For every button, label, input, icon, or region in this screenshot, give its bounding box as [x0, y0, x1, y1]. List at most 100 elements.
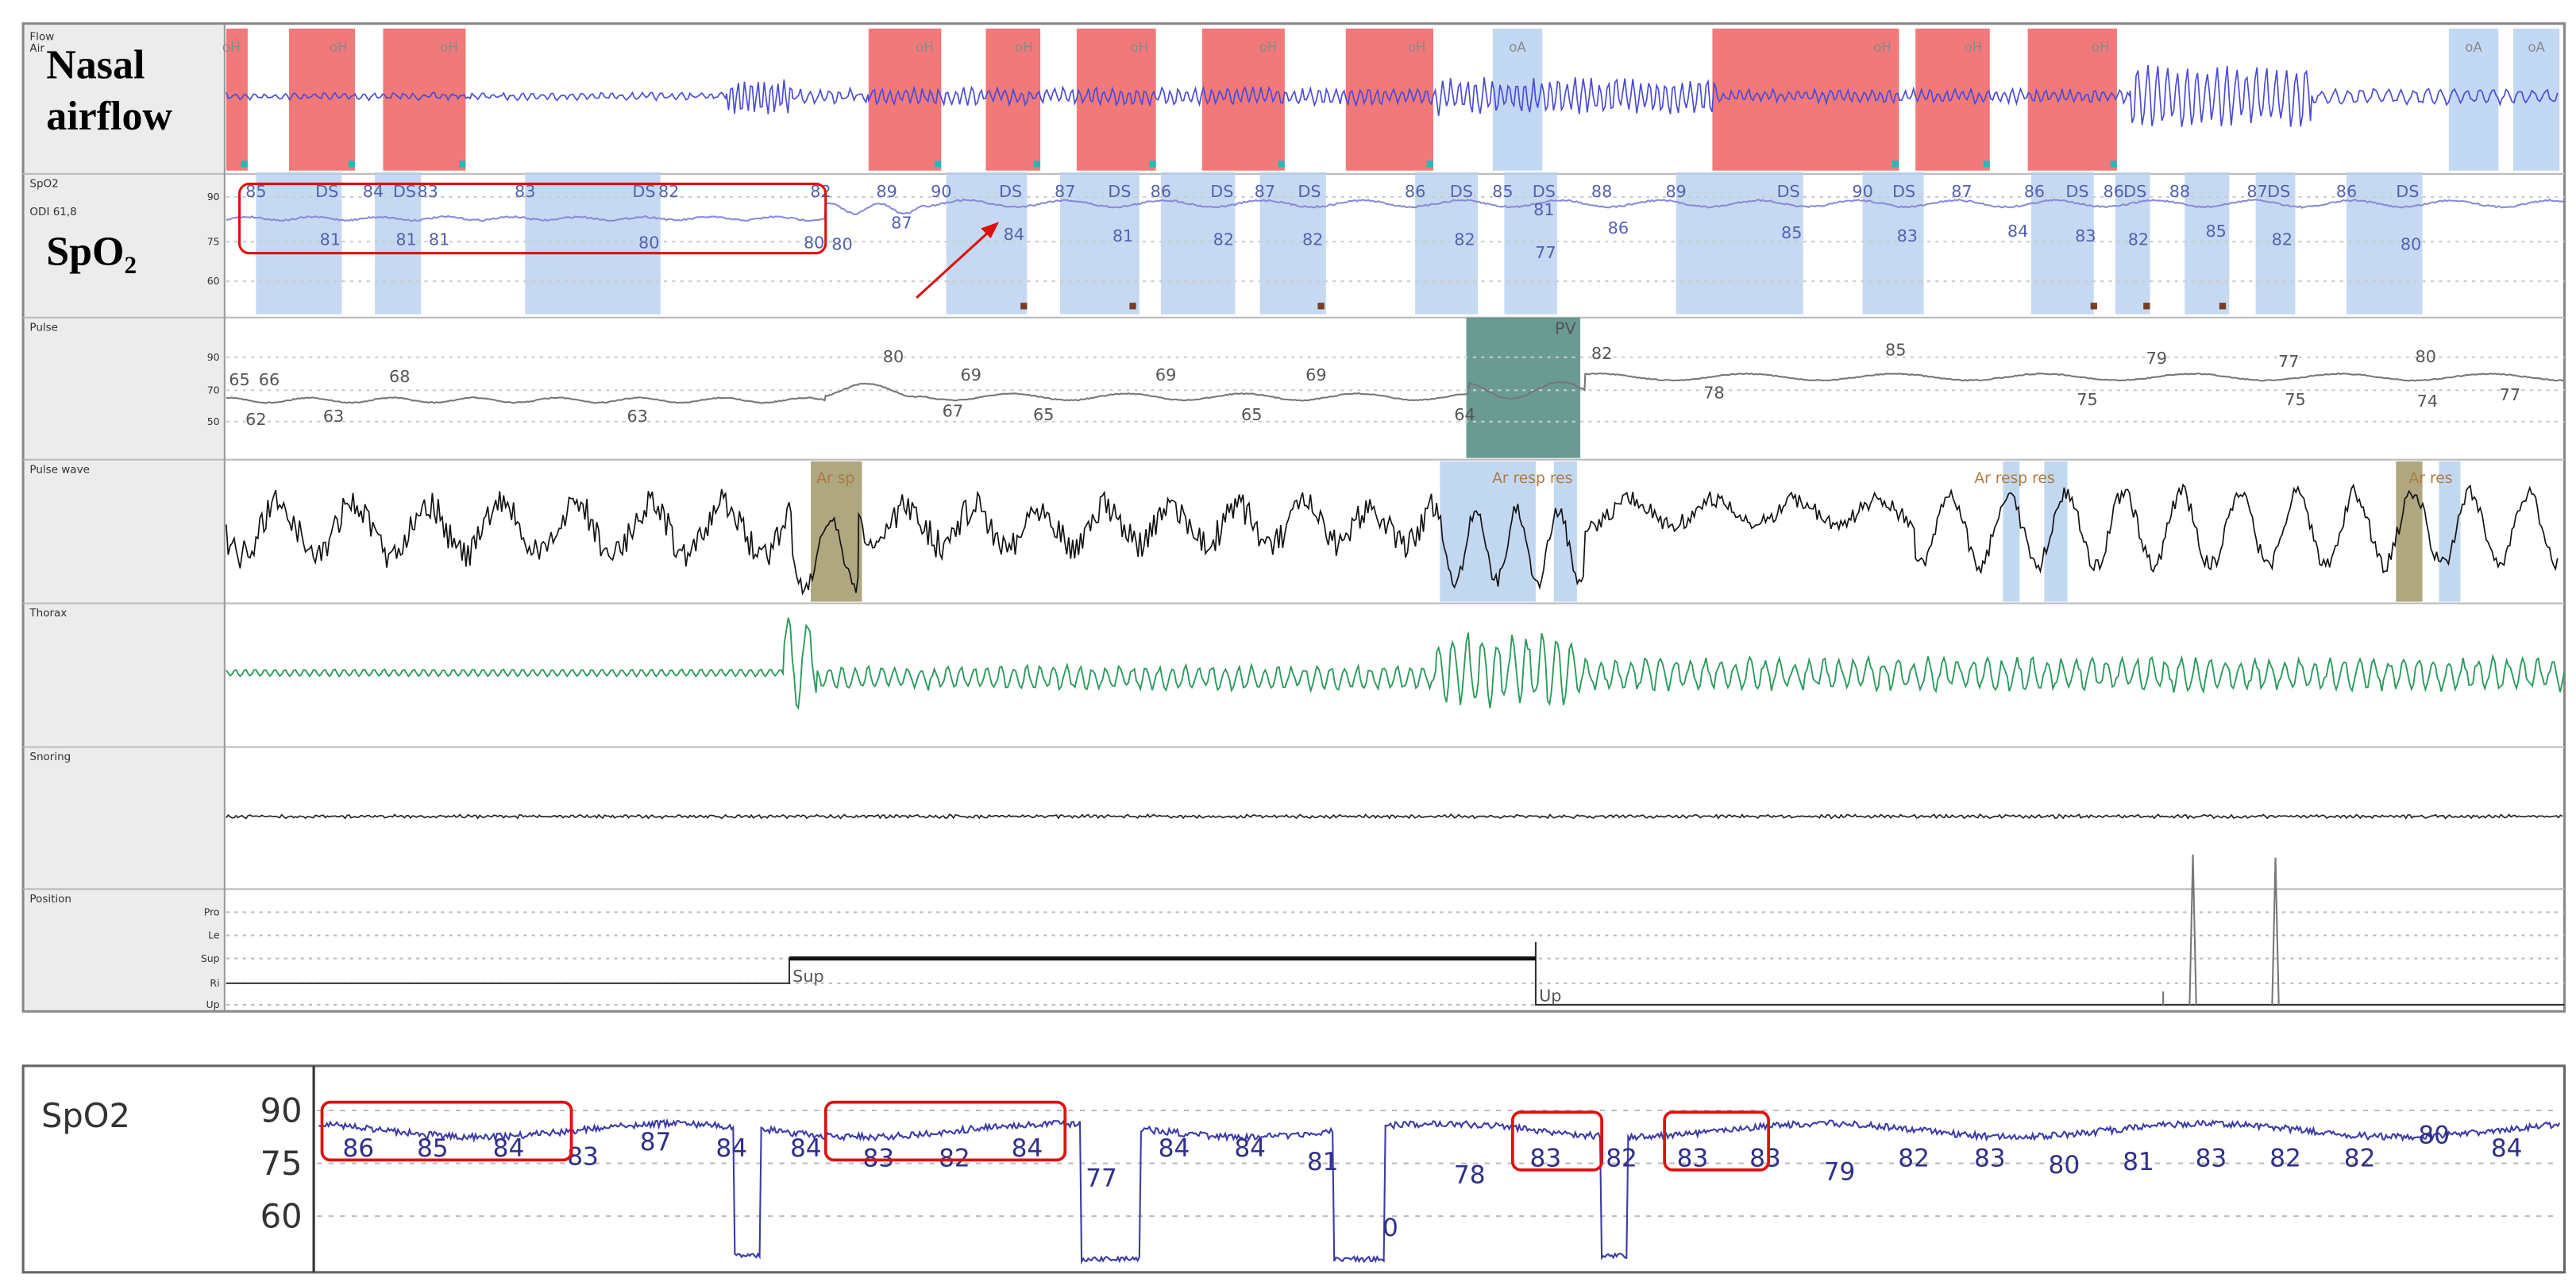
axis-label: 90 — [260, 1091, 303, 1130]
arousal-event — [2044, 461, 2068, 602]
channel-label: SpO2 — [29, 178, 58, 191]
event-label: oA — [1509, 40, 1526, 55]
hypopnea-event — [288, 28, 356, 171]
event-label: oA — [2465, 40, 2482, 55]
event-marker — [459, 160, 466, 168]
spo2-label: 87 — [2246, 182, 2267, 201]
desaturation-event — [1060, 172, 1140, 315]
spo2-trace — [226, 198, 2564, 222]
desaturation-event — [2030, 172, 2094, 315]
spo2-label: 89 — [1665, 182, 1686, 201]
spo2-label: 83 — [1897, 226, 1918, 245]
spo2-label: 80 — [831, 235, 852, 254]
spo2-label: 81 — [1533, 200, 1554, 219]
pulse-label: 74 — [2417, 392, 2438, 411]
arrow-line — [916, 229, 992, 299]
event-label: oH — [1408, 40, 1426, 55]
spo2-label: 83 — [2075, 226, 2096, 245]
event-marker — [241, 160, 248, 168]
spo2-label: 90 — [1852, 182, 1872, 201]
spo2-label: DS — [1298, 182, 1321, 201]
spo2-label: 86 — [1608, 218, 1629, 238]
pulse-label: 75 — [2285, 390, 2305, 409]
spo2-label: 86 — [1405, 182, 1425, 201]
spo2-label: 82 — [658, 182, 679, 201]
spo2-label: 86 — [2104, 182, 2124, 201]
odi-label: ODI 61,8 — [29, 206, 76, 218]
spo2-trend-label: 83 — [1530, 1145, 1562, 1173]
event-marker — [934, 160, 942, 168]
hypopnea-event — [1712, 28, 1899, 171]
axis-label: Pro — [204, 906, 220, 918]
snoring-trace — [226, 813, 2563, 820]
axis-label: 60 — [207, 275, 220, 287]
spo2-trend-label: 80 — [2049, 1151, 2080, 1180]
spo2-label: DS — [1210, 182, 1233, 201]
spo2-label: DS — [1108, 182, 1131, 201]
pulse-label: PV — [1555, 319, 1577, 338]
spo2-trend-label: 82 — [1606, 1145, 1637, 1173]
spo2-label: 80 — [638, 234, 659, 253]
spo2-label: 85 — [1781, 223, 1802, 242]
axis-label: 60 — [260, 1197, 303, 1236]
desaturation-event — [2346, 172, 2423, 315]
axis-label: Sup — [201, 952, 220, 964]
spo2-trend-label: 84 — [493, 1134, 525, 1163]
event-label: oH — [1131, 40, 1149, 55]
spo2-label: 80 — [2401, 235, 2421, 254]
event-label: oH — [1965, 40, 1983, 55]
channel-label: Flow — [29, 30, 54, 43]
pulse-label: 79 — [2146, 349, 2167, 368]
arousal-label: Ar resp res — [1492, 470, 1572, 487]
pulse-label: 77 — [2278, 352, 2299, 371]
spo2-label: 84 — [363, 182, 384, 201]
spo2-label: 85 — [1492, 182, 1513, 201]
axis-label: Up — [206, 998, 220, 1010]
pulse-label: 65 — [229, 370, 249, 389]
channel-label: Thorax — [29, 607, 67, 620]
signal-panel — [21, 22, 2566, 1013]
spo2-trend-label: 84 — [715, 1134, 747, 1163]
event-marker — [1426, 160, 1433, 168]
spo2-trend-label: 85 — [417, 1134, 449, 1163]
spo2-label: DS — [2267, 182, 2290, 201]
spo2-trend-label: 84 — [1012, 1134, 1043, 1163]
spo2-label: 84 — [1004, 225, 1024, 244]
pulse-label: 77 — [2500, 385, 2520, 404]
pulse-label: 80 — [883, 347, 904, 366]
spo2-label: 87 — [1055, 182, 1075, 201]
arousal-label: Ar res — [2409, 470, 2453, 487]
spo2-label: 85 — [245, 182, 266, 201]
spo2-label: 86 — [2336, 182, 2357, 201]
spo2-trend-label: 0 — [1382, 1214, 1398, 1242]
desaturation-event — [1504, 172, 1557, 315]
spo2-trend-label: 82 — [1898, 1145, 1930, 1173]
apnea-event — [1492, 28, 1543, 171]
event-label: oH — [1259, 40, 1278, 55]
event-marker — [1278, 160, 1285, 168]
spo2-panel — [21, 1064, 2566, 1274]
pulse-wave-trace — [226, 483, 2559, 596]
panel-title: SpO2 — [41, 1096, 130, 1135]
spo2-trend-label: 81 — [1307, 1148, 1339, 1176]
spo2-trend-label: 84 — [1234, 1134, 1266, 1163]
spo2-label: 87 — [1255, 182, 1275, 201]
pulse-label: 68 — [389, 367, 410, 386]
spo2-label: 81 — [429, 230, 449, 249]
spo2-label: 82 — [2128, 230, 2149, 249]
event-marker — [1892, 160, 1899, 168]
thorax-trace — [226, 617, 2565, 710]
axis-label: Ri — [210, 977, 219, 989]
pulse-label: 65 — [1241, 405, 1262, 424]
channel-label: Position — [29, 893, 71, 906]
desaturation-event — [2115, 172, 2150, 315]
pulse-label: 78 — [1703, 384, 1724, 403]
event-marker — [1317, 303, 1325, 310]
arousal-event — [1553, 461, 1577, 602]
hypopnea-event — [383, 28, 466, 171]
event-label: oH — [222, 40, 241, 55]
axis-label: 75 — [207, 235, 220, 247]
spo2-trend-label: 78 — [1454, 1160, 1486, 1189]
spo2-label: DS — [1776, 182, 1799, 201]
